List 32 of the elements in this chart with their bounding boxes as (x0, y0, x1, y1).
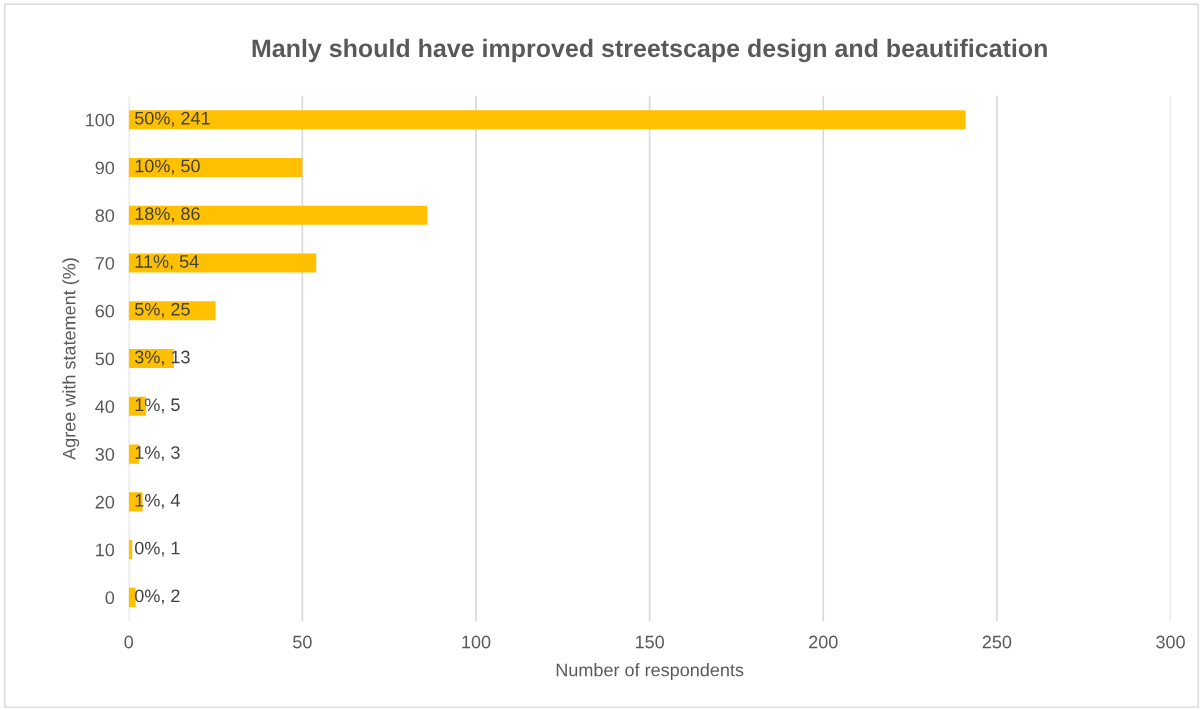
bar (128, 253, 317, 273)
x-tick-label: 150 (635, 635, 664, 649)
y-tick-label: 40 (95, 400, 115, 414)
bar (128, 157, 303, 178)
bar (128, 205, 428, 225)
y-tick-label: 60 (95, 304, 115, 318)
chart-title: Manly should have improved streetscape design and beautification (252, 38, 1047, 63)
data-label: 11%, 54 (135, 255, 199, 270)
x-tick-label: 50 (293, 635, 312, 649)
bar (128, 110, 966, 130)
data-label: 18%, 86 (135, 207, 200, 223)
y-tick-label: 50 (95, 352, 115, 366)
x-tick-label: 300 (1156, 635, 1185, 649)
y-tick-label: 10 (96, 543, 115, 557)
x-tick-label: 100 (462, 635, 491, 649)
x-tick-label: 200 (809, 635, 838, 649)
y-tick-label: 70 (95, 256, 115, 270)
y-tick-label: 90 (95, 161, 115, 175)
y-axis-title: Agree with statement (%) (62, 258, 80, 460)
x-tick-label: 0 (124, 635, 134, 649)
x-tick-label: 250 (982, 635, 1012, 649)
x-axis-title: Number of respondents (556, 663, 744, 680)
data-label: 10%, 50 (135, 159, 200, 175)
data-label: 5%, 25 (135, 302, 190, 318)
y-tick-label: 80 (95, 209, 115, 222)
y-tick-label: 30 (95, 448, 115, 461)
bar (128, 587, 136, 607)
y-tick-label: 100 (86, 113, 115, 127)
y-tick-label: 0 (105, 591, 115, 605)
y-tick-label: 20 (95, 495, 115, 509)
data-label: 50%, 241 (135, 111, 210, 127)
data-label: 0%, 1 (134, 541, 180, 557)
